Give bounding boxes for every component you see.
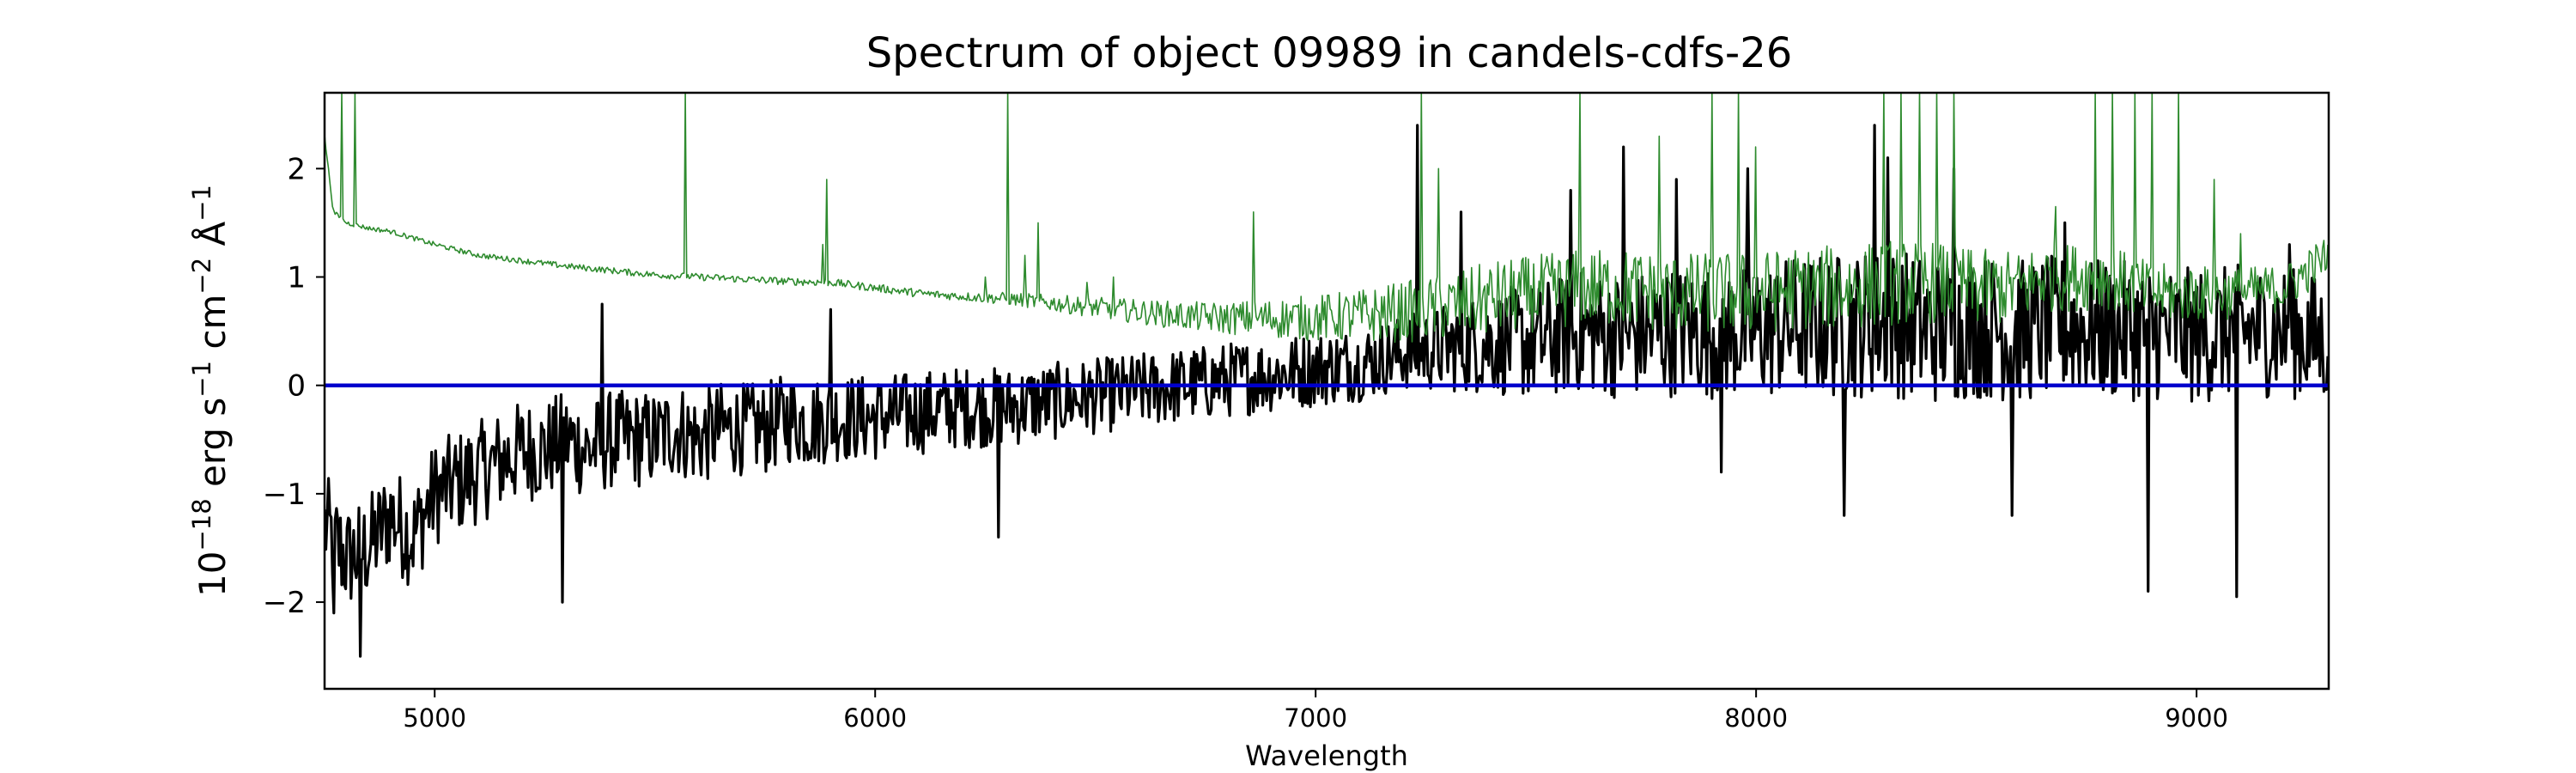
series-layer — [325, 93, 2329, 658]
y-axis: −2 −1 0 1 2 — [263, 152, 325, 620]
y-tick-label: −1 — [263, 478, 306, 512]
series-flux — [325, 124, 2329, 658]
x-tick-label: 6000 — [843, 703, 907, 733]
y-axis-label: 10−18 erg s−1 cm−2 Å−1 — [187, 185, 234, 597]
x-tick-label: 8000 — [1724, 703, 1788, 733]
x-tick-label: 7000 — [1284, 703, 1347, 733]
y-tick-label: 0 — [287, 369, 306, 404]
plot-frame — [323, 91, 2330, 691]
chart-title: Spectrum of object 09989 in candels-cdfs… — [866, 29, 1793, 77]
x-axis-label: Wavelength — [1245, 740, 1408, 772]
x-axis: 5000 6000 7000 8000 9000 — [403, 689, 2228, 733]
x-tick-label: 5000 — [403, 703, 466, 733]
y-tick-label: 2 — [287, 152, 306, 186]
y-tick-label: 1 — [287, 261, 306, 295]
series-error — [325, 93, 2329, 344]
y-tick-label: −2 — [263, 586, 306, 620]
plot-area: 5000 6000 7000 8000 9000 −2 −1 0 1 2 — [263, 91, 2330, 733]
x-tick-label: 9000 — [2165, 703, 2228, 733]
